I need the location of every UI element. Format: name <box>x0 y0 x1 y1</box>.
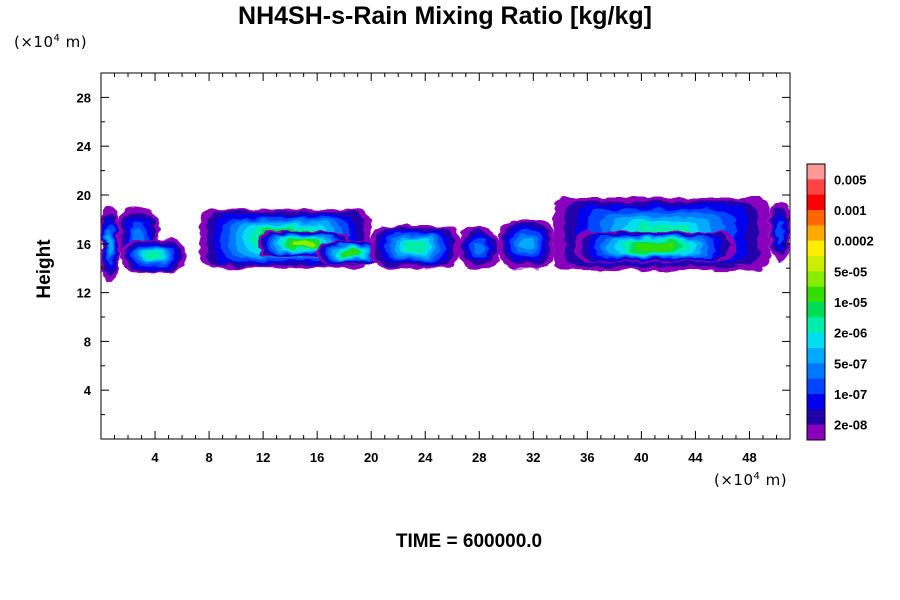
colorbar-label: 0.005 <box>834 172 867 187</box>
y-tick-label: 12 <box>77 286 91 301</box>
x-tick-label: 32 <box>526 450 540 465</box>
colorbar-label: 0.001 <box>834 203 867 218</box>
x-tick-label: 20 <box>364 450 378 465</box>
y-tick-label: 28 <box>77 90 91 105</box>
colorbar-swatch <box>807 286 825 303</box>
chart-title: NH4SH-s-Rain Mixing Ratio [kg/kg] <box>238 2 652 30</box>
colorbar-swatch <box>807 394 825 410</box>
contour-band <box>107 233 113 255</box>
colorbar-label: 2e-08 <box>834 418 867 433</box>
y-tick-label: 20 <box>77 188 91 203</box>
colorbar-label: 5e-05 <box>834 264 867 279</box>
colorbar-swatch <box>807 424 825 441</box>
x-axis: 4 8 12 16 20 24 28 32 36 40 44 48 <box>114 73 777 465</box>
y-tick-label: 16 <box>77 237 91 252</box>
y-tick-label: 4 <box>84 383 92 398</box>
x-tick-label: 8 <box>205 450 212 465</box>
colorbar-label: 1e-05 <box>834 295 867 310</box>
contour-band <box>145 251 162 261</box>
contour-band <box>472 241 486 255</box>
contour-band <box>635 243 674 251</box>
y-tick-label: 8 <box>84 334 91 349</box>
colorbar-swatch <box>807 240 825 257</box>
y-axis: 4 8 12 16 20 24 28 <box>77 90 790 416</box>
colorbar-swatch <box>807 302 825 318</box>
colorbar-swatch <box>807 332 825 349</box>
contour-band <box>518 236 535 251</box>
x-tick-label: 4 <box>151 450 159 465</box>
colorbar-swatch <box>807 256 825 272</box>
contour-band <box>403 241 427 253</box>
colorbar-swatch <box>807 164 825 180</box>
colorbar-label: 2e-06 <box>834 326 867 341</box>
x-tick-label: 36 <box>580 450 594 465</box>
contour-band <box>342 250 359 256</box>
x-tick-label: 24 <box>418 450 433 465</box>
colorbar-swatch <box>807 225 825 242</box>
colorbar-swatch <box>807 363 825 380</box>
time-label: TIME = 600000.0 <box>395 531 543 552</box>
x-tick-label: 48 <box>742 450 756 465</box>
colorbar-frame <box>806 163 826 441</box>
y-tick-label: 24 <box>77 139 92 154</box>
colorbar-swatch <box>807 210 825 226</box>
colorbar-swatch <box>807 271 825 288</box>
y-axis-unit: (×104 m) <box>14 33 88 51</box>
colorbar-swatch <box>807 378 825 395</box>
x-tick-label: 44 <box>688 450 703 465</box>
colorbar-swatch <box>807 409 825 426</box>
colorbar-label: 0.0002 <box>834 234 874 249</box>
x-tick-label: 40 <box>634 450 648 465</box>
x-tick-label: 28 <box>472 450 486 465</box>
x-axis-unit: (×104 m) <box>714 471 788 489</box>
colorbar-swatch <box>807 179 825 196</box>
colorbar-swatch <box>807 194 825 211</box>
mixing-ratio-field <box>101 197 790 281</box>
colorbar-swatch <box>807 317 825 334</box>
x-tick-label: 16 <box>310 450 324 465</box>
contour-band <box>292 241 315 247</box>
colorbar: 0.005 0.001 0.0002 5e-05 1e-05 2e-06 5e-07 1e-0… <box>806 163 874 441</box>
contour-band <box>776 220 784 243</box>
colorbar-label: 5e-07 <box>834 356 867 371</box>
colorbar-label: 1e-07 <box>834 387 867 402</box>
x-tick-label: 12 <box>256 450 270 465</box>
colorbar-swatch <box>807 348 825 364</box>
